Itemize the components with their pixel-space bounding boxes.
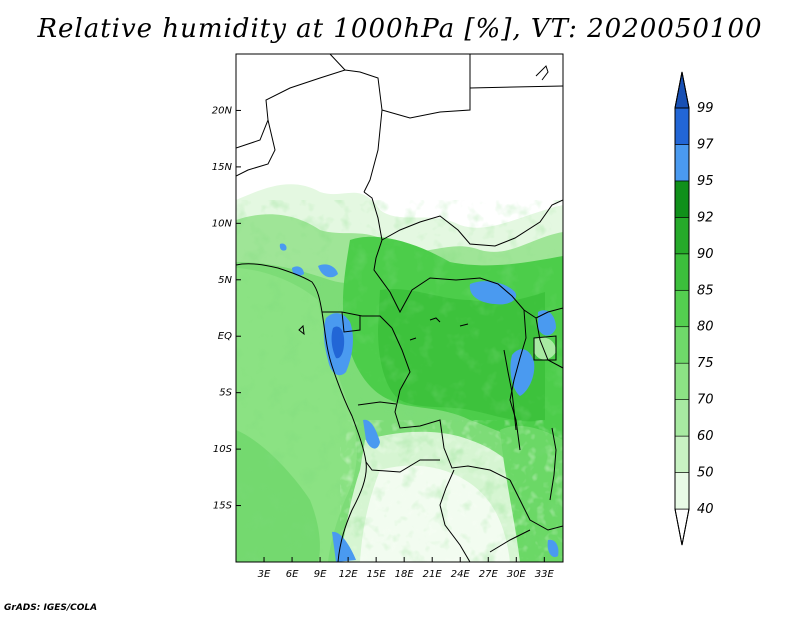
- colorbar-swatch: [674, 253, 690, 291]
- lon-tick-label: 33E: [535, 569, 555, 580]
- map-title: Relative humidity at 1000hPa [%], VT: 20…: [37, 14, 763, 44]
- colorbar-swatch: [674, 217, 690, 255]
- colorbar-label: 90: [697, 247, 714, 262]
- colorbar-swatch: [674, 144, 690, 182]
- colorbar-outline: [674, 71, 690, 546]
- lat-tick-label: 5S: [219, 388, 232, 399]
- humidity-field: [236, 54, 563, 562]
- colorbar-top-arrow: [674, 71, 690, 109]
- colorbar: 40 50 60 70 75 80 85 90 92 95 97 99: [674, 71, 714, 546]
- colorbar-swatch: [674, 180, 690, 218]
- lon-tick-label: 24E: [451, 569, 471, 580]
- colorbar-swatch: [674, 362, 690, 400]
- map-border: [235, 53, 564, 563]
- lon-tick-label: 30E: [507, 569, 527, 580]
- lon-tick-label: 15E: [367, 569, 387, 580]
- lat-tick-label: 10S: [213, 444, 233, 455]
- lat-tick-label: 10N: [212, 218, 233, 229]
- colorbar-label: 97: [697, 137, 714, 152]
- political-borders: [236, 54, 563, 562]
- lat-tick-label: 5N: [218, 275, 232, 286]
- grads-credit: GrADS: IGES/COLA: [4, 603, 98, 613]
- lon-tick-label: 9E: [314, 569, 327, 580]
- colorbar-label: 80: [697, 320, 714, 335]
- longitude-axis: 3E 6E 9E 12E 15E 18E 21E 24E 27E 30E 33E: [258, 557, 555, 580]
- lon-tick-label: 3E: [258, 569, 271, 580]
- colorbar-swatch: [674, 326, 690, 364]
- colorbar-label: 99: [697, 101, 714, 116]
- map-frame: [235, 53, 564, 563]
- colorbar-label: 95: [697, 174, 714, 189]
- colorbar-label: 70: [697, 393, 714, 408]
- lon-tick-label: 18E: [395, 569, 415, 580]
- lon-tick-label: 27E: [479, 569, 499, 580]
- colorbar-swatch: [674, 435, 690, 473]
- colorbar-swatch: [674, 472, 690, 510]
- colorbar-label: 60: [697, 429, 714, 444]
- lat-tick-label: 15S: [213, 501, 233, 512]
- latitude-axis: 20N 15N 10N 5N EQ 5S 10S 15S: [212, 105, 241, 512]
- colorbar-swatch: [674, 399, 690, 437]
- colorbar-label: 40: [697, 502, 714, 517]
- lat-tick-label: 15N: [212, 162, 233, 173]
- colorbar-label: 75: [697, 356, 714, 371]
- colorbar-label: 92: [697, 210, 714, 225]
- colorbar-bottom-arrow: [674, 508, 690, 546]
- lat-tick-label: 20N: [212, 105, 233, 116]
- colorbar-swatch: [674, 289, 690, 328]
- colorbar-label: 85: [697, 283, 714, 298]
- lat-tick-label: EQ: [218, 331, 232, 342]
- lon-tick-label: 21E: [423, 569, 443, 580]
- lon-tick-label: 6E: [286, 569, 299, 580]
- colorbar-swatch: [674, 107, 690, 145]
- colorbar-label: 50: [697, 466, 714, 481]
- lon-tick-label: 12E: [339, 569, 359, 580]
